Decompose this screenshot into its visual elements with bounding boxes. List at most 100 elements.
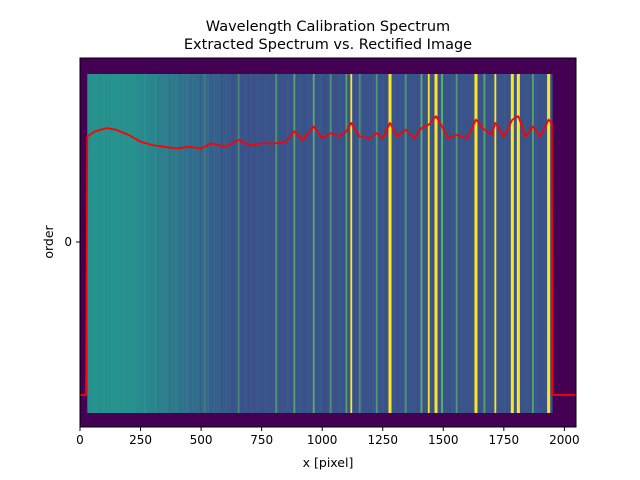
image-column bbox=[178, 74, 181, 413]
x-tick-label: 750 bbox=[250, 433, 273, 447]
image-column bbox=[168, 74, 171, 413]
image-column bbox=[337, 74, 340, 413]
image-column bbox=[108, 74, 111, 413]
image-column bbox=[265, 74, 268, 413]
image-column bbox=[488, 74, 491, 413]
image-column bbox=[131, 74, 135, 413]
image-column bbox=[222, 74, 226, 413]
image-column bbox=[422, 74, 425, 413]
image-column bbox=[263, 74, 266, 413]
image-column bbox=[98, 74, 102, 413]
image-column bbox=[401, 74, 404, 413]
image-column bbox=[335, 74, 338, 413]
image-column bbox=[102, 74, 106, 413]
image-column bbox=[205, 74, 208, 413]
image-column bbox=[341, 74, 344, 413]
image-column bbox=[451, 74, 454, 413]
spectrum-line bbox=[80, 115, 576, 396]
image-column bbox=[110, 74, 113, 413]
emission-line bbox=[203, 74, 206, 413]
image-column bbox=[496, 74, 499, 413]
image-column bbox=[445, 74, 448, 413]
emission-line bbox=[358, 74, 361, 413]
image-column bbox=[366, 74, 369, 413]
image-column bbox=[116, 74, 119, 413]
image-column bbox=[317, 74, 321, 413]
image-column bbox=[308, 74, 311, 413]
image-column bbox=[151, 74, 154, 413]
image-column bbox=[447, 74, 450, 413]
x-tick-label: 250 bbox=[129, 433, 152, 447]
x-tick-label: 2000 bbox=[549, 433, 580, 447]
emission-line bbox=[547, 74, 551, 413]
image-column bbox=[126, 74, 129, 413]
image-column bbox=[408, 74, 412, 413]
image-column bbox=[282, 74, 286, 413]
image-column bbox=[215, 74, 218, 413]
emission-line bbox=[531, 74, 534, 413]
image-column bbox=[207, 74, 210, 413]
image-column bbox=[523, 74, 526, 413]
image-column bbox=[201, 74, 204, 413]
image-column bbox=[356, 74, 359, 413]
image-column bbox=[91, 74, 94, 413]
image-column bbox=[87, 74, 90, 413]
image-column bbox=[244, 74, 247, 413]
image-column bbox=[271, 74, 274, 413]
image-column bbox=[414, 74, 417, 413]
x-tick-label: 1250 bbox=[367, 433, 398, 447]
image-column bbox=[352, 74, 355, 413]
image-column bbox=[143, 74, 146, 413]
image-column bbox=[100, 74, 104, 413]
image-column bbox=[538, 74, 541, 413]
image-column bbox=[354, 74, 357, 413]
image-column bbox=[492, 74, 495, 413]
image-column bbox=[426, 74, 429, 413]
emission-line bbox=[516, 74, 520, 413]
image-column bbox=[95, 74, 98, 413]
image-column bbox=[170, 74, 173, 413]
image-column bbox=[251, 74, 255, 413]
image-column bbox=[515, 74, 518, 413]
image-column bbox=[542, 74, 545, 413]
image-column bbox=[230, 74, 233, 413]
image-column bbox=[106, 74, 109, 413]
image-column bbox=[149, 74, 152, 413]
image-column bbox=[269, 74, 272, 413]
image-column bbox=[129, 74, 133, 413]
image-column bbox=[261, 74, 264, 413]
x-tick-label: 1750 bbox=[489, 433, 520, 447]
image-column bbox=[368, 74, 371, 413]
image-column bbox=[499, 74, 503, 413]
image-column bbox=[383, 74, 386, 413]
image-column bbox=[186, 74, 189, 413]
image-column bbox=[379, 74, 383, 413]
image-column bbox=[164, 74, 168, 413]
image-column bbox=[323, 74, 326, 413]
image-column bbox=[298, 74, 301, 413]
image-column bbox=[457, 74, 460, 413]
emission-line bbox=[293, 74, 296, 413]
image-column bbox=[498, 74, 501, 413]
image-column bbox=[467, 74, 470, 413]
x-axis-ticks: 0 250 500 750 1000 1250 1500 1750 2000 bbox=[76, 427, 580, 447]
image-column bbox=[480, 74, 483, 413]
image-column bbox=[112, 74, 115, 413]
image-column bbox=[521, 74, 524, 413]
emission-line bbox=[404, 74, 407, 413]
image-column bbox=[253, 74, 257, 413]
image-column bbox=[96, 74, 100, 413]
emission-line bbox=[420, 74, 423, 413]
image-column bbox=[393, 74, 396, 413]
image-column bbox=[346, 74, 350, 413]
emission-line bbox=[455, 74, 458, 413]
emission-line bbox=[441, 74, 443, 413]
image-column bbox=[532, 74, 536, 413]
image-column bbox=[188, 74, 191, 413]
image-column bbox=[449, 74, 452, 413]
image-column bbox=[465, 74, 468, 413]
image-column bbox=[534, 74, 538, 413]
image-column bbox=[267, 74, 270, 413]
image-column bbox=[484, 74, 487, 413]
